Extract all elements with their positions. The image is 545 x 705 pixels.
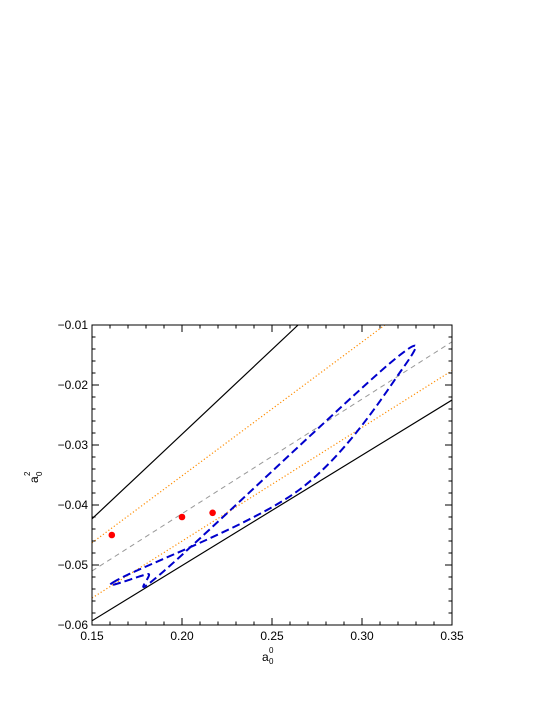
points-group <box>108 509 216 539</box>
line-dotted-3 <box>92 370 452 599</box>
y-tick-label: −0.04 <box>58 498 89 512</box>
x-axis-label-base: a <box>262 650 269 664</box>
data-point <box>209 509 216 517</box>
y-tick-label: −0.06 <box>58 618 89 632</box>
y-tick-label: −0.02 <box>58 378 89 392</box>
plot-lines <box>92 325 452 622</box>
x-tick-label: 0.25 <box>260 629 284 643</box>
ellipse-group <box>108 344 417 588</box>
y-axis-label-sub: 0 <box>35 471 44 476</box>
y-axis-label-base: a <box>27 476 41 483</box>
line-dashed-4 <box>92 341 452 572</box>
y-tick-label: −0.03 <box>58 438 89 452</box>
x-axis-label-sup: 0 <box>269 646 274 655</box>
x-axis-label-sub: 0 <box>269 657 274 666</box>
plot-frame <box>91 324 453 626</box>
x-tick-label: 0.20 <box>170 629 194 643</box>
x-tick-label: 0.35 <box>440 629 464 643</box>
line-dotted-2 <box>92 325 386 544</box>
y-tick-label: −0.01 <box>58 318 89 332</box>
line-solid-1 <box>92 399 452 622</box>
ticks-group <box>91 324 453 626</box>
line-solid-0 <box>92 325 299 520</box>
x-axis-label: a 0 0 <box>262 646 274 666</box>
ellipse-contour <box>108 344 417 588</box>
y-axis-label-sup: 2 <box>23 471 32 476</box>
data-point <box>108 531 116 539</box>
tick-labels-group: 0.15 0.20 0.25 0.30 0.35 −0.06 −0.05 −0.04 −0.03… <box>58 318 464 643</box>
data-point <box>178 513 186 521</box>
y-axis-label: a 2 0 <box>23 471 44 483</box>
y-tick-label: −0.05 <box>58 558 89 572</box>
x-tick-label: 0.15 <box>80 629 104 643</box>
x-tick-label: 0.30 <box>350 629 374 643</box>
